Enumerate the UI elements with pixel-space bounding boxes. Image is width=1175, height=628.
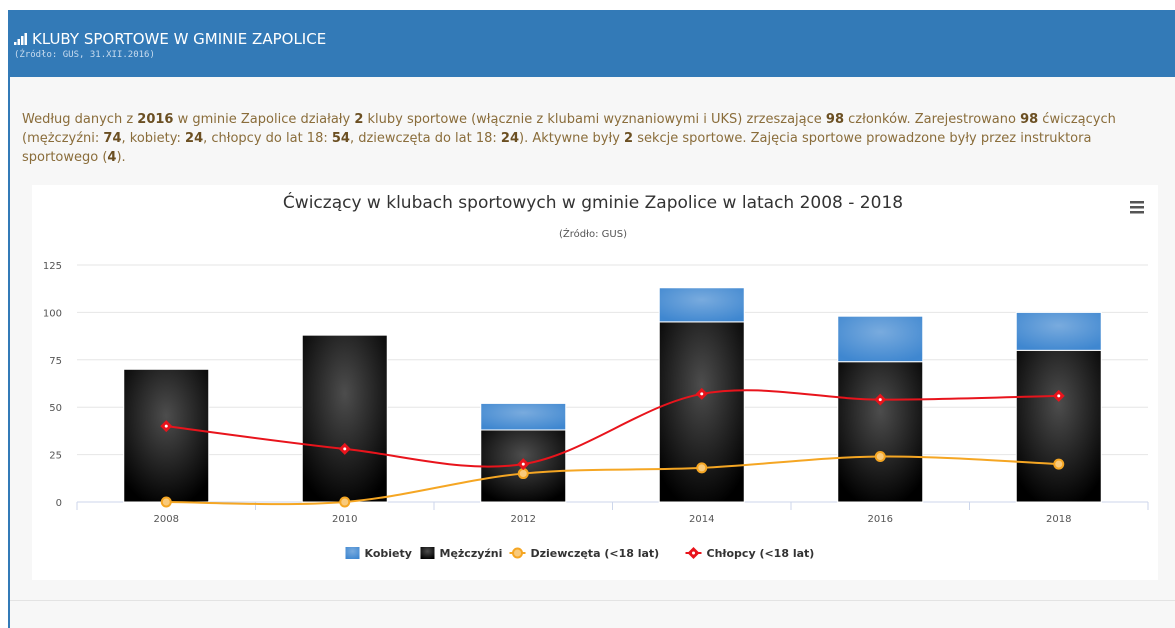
x-tick-label: 2016 [868,514,893,525]
line [166,455,1059,506]
chart-subtitle: (Źródło: GUS) [559,227,627,240]
y-tick-label: 125 [43,261,62,272]
highlight: 24 [500,131,519,146]
text-segment: Według danych z [22,112,138,127]
highlight: 98 [825,112,845,127]
text-segment: w gminie Zapolice działały [173,112,355,127]
bar [480,402,567,431]
bar [123,368,210,503]
marker [874,450,886,462]
highlight: 2 [354,112,364,127]
text-segment: , kobiety: [121,131,186,146]
text-segment: kluby sportowe (włącznie z klubami wyzna… [363,112,826,127]
legend-label: Kobiety [365,547,412,560]
header-source: (Źródło: GUS, 31.XII.2016) [14,50,155,60]
chart-title: Ćwiczący w klubach sportowych w gminie Z… [283,191,903,213]
text-segment: , chłopcy do lat 18: [203,131,332,146]
x-tick-label: 2008 [154,514,179,525]
marker [1053,458,1065,470]
marker [512,547,523,559]
marker [160,496,172,508]
x-tick-label: 2010 [332,514,357,525]
legend-label: Chłopcy (<18 lat) [707,547,815,560]
chart: Ćwiczący w klubach sportowych w gminie Z… [32,185,1158,580]
marker-dot [343,447,347,451]
bar [658,287,745,323]
menu-button[interactable] [1130,201,1144,214]
highlight: 98 [1020,112,1039,127]
x-tick-label: 2018 [1046,514,1071,525]
line [166,389,1059,468]
marker-dot [521,462,525,466]
legend-swatch [345,547,360,559]
text-segment: ). [116,150,126,165]
bar [1015,349,1102,503]
y-tick-label: 0 [56,498,62,509]
text-segment: ćwiczących (mężczyźni: [22,112,1116,146]
bar [837,315,924,363]
bar [1015,311,1102,351]
legend-swatch [420,547,435,559]
x-tick-label: 2014 [689,514,714,525]
y-tick-label: 75 [49,356,62,367]
text-segment: sekcje sportowe. Zajęcia sportowe prowad… [22,131,1092,165]
y-tick-label: 100 [43,308,62,319]
text-segment: , dziewczęta do lat 18: [349,131,501,146]
marker [339,496,351,508]
marker-dot [692,551,695,555]
header-title-row: KLUBY SPORTOWE W GMINIE ZAPOLICE [14,30,1175,48]
description: Według danych z 2016 w gminie Zapolice d… [22,110,1152,167]
marker [696,462,708,474]
text-segment: członków. Zarejestrowano [844,112,1021,127]
bar [837,361,924,503]
x-tick-label: 2012 [511,514,536,525]
marker-dot [878,398,882,402]
highlight: 4 [107,150,117,165]
highlight: 2 [624,131,634,146]
highlight: 54 [331,131,350,146]
legend-label: Dziewczęta (<18 lat) [531,547,660,560]
marker-dot [700,392,704,396]
marker-dot [164,424,168,428]
y-tick-label: 50 [49,403,62,414]
header: KLUBY SPORTOWE W GMINIE ZAPOLICE (Źródło… [10,10,1175,77]
header-title: KLUBY SPORTOWE W GMINIE ZAPOLICE [32,30,327,48]
y-tick-label: 25 [49,451,62,462]
highlight: 24 [185,131,204,146]
bar [658,321,745,503]
bar [301,334,388,503]
highlight: 74 [103,131,122,146]
marker-dot [1057,394,1061,398]
highlight: 2016 [137,112,174,127]
legend-label: Mężczyźni [440,547,503,560]
divider [10,600,1175,601]
bar-icon [14,33,27,45]
text-segment: ). Aktywne były [519,131,625,146]
marker [517,468,529,480]
